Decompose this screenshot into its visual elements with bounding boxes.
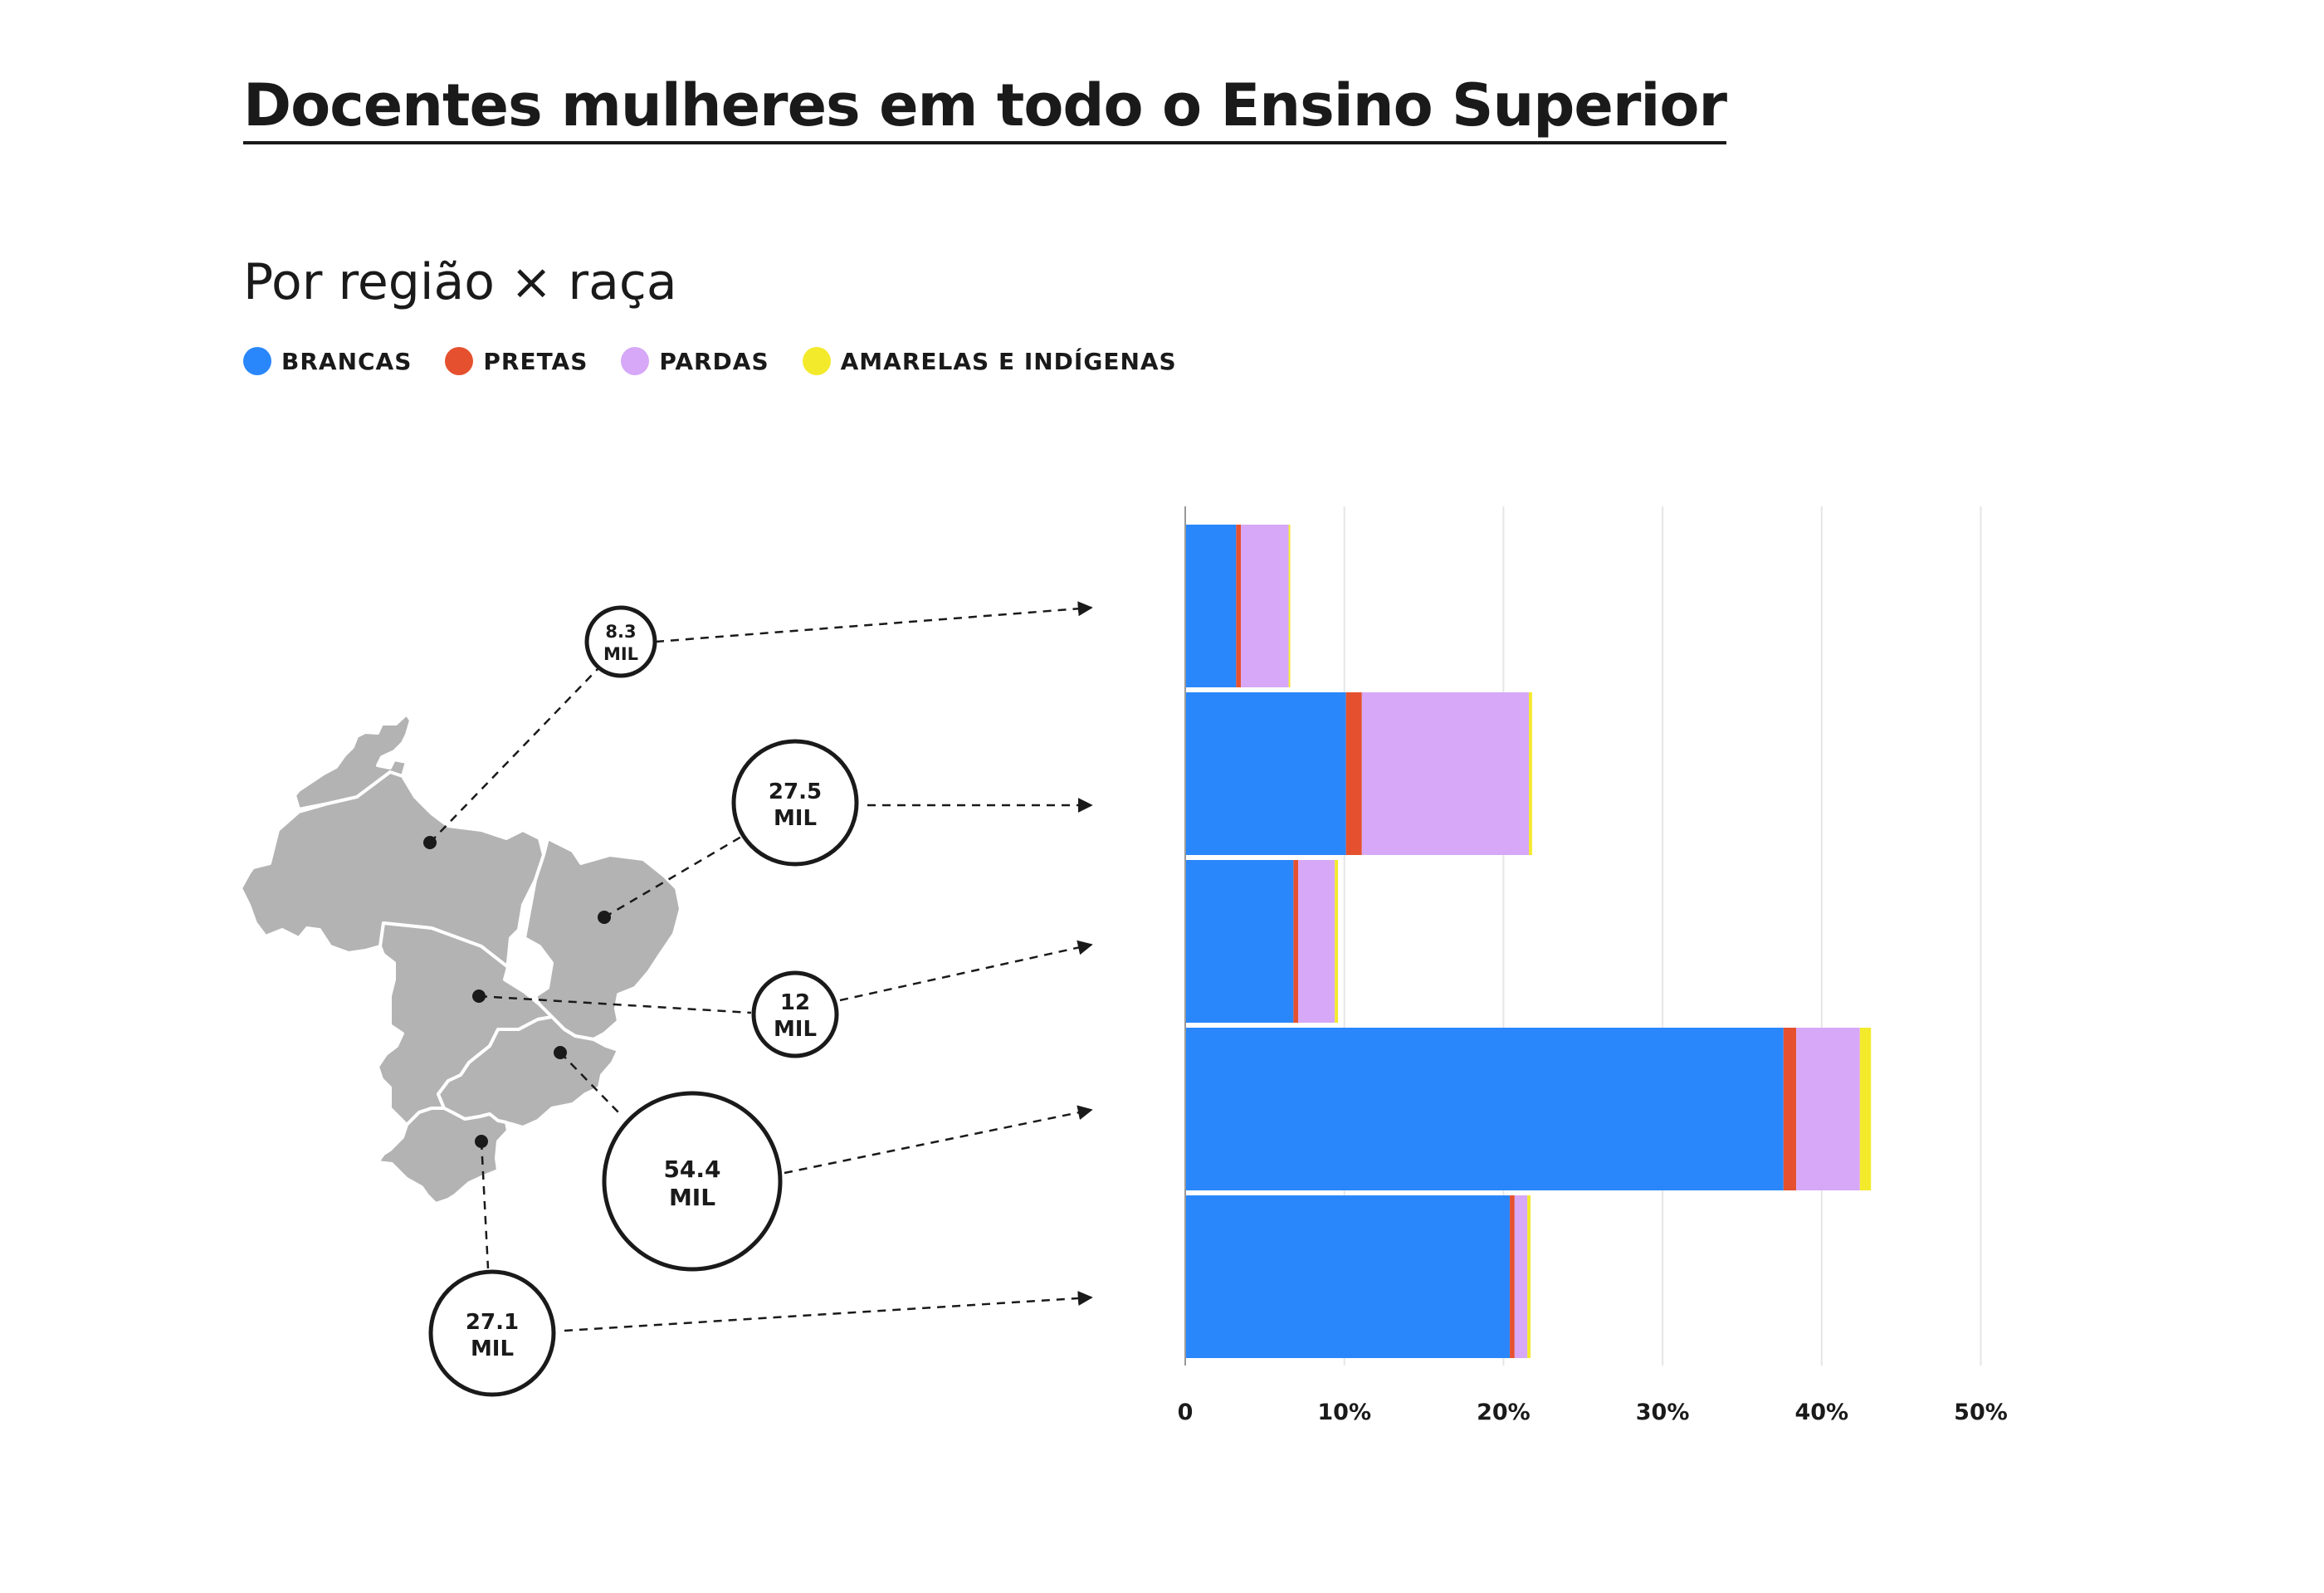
bar-segment-brancas [1185, 1195, 1511, 1358]
legend-swatch-brancas [243, 347, 271, 375]
value-circle-centerwest-unit: MIL [774, 1017, 817, 1042]
bar-segment-pardas [1241, 525, 1289, 687]
connector-north-map [429, 668, 598, 843]
value-circle-north: 8.3 MIL [584, 605, 657, 678]
bar-segment-pretas [1510, 1195, 1515, 1358]
legend-swatch-amarelas-indigenas [802, 347, 831, 375]
value-circle-southeast: 54.4 MIL [602, 1091, 783, 1272]
legend-label-pardas: PARDAS [659, 347, 769, 375]
bar-segment-amarelas-e-indigenas [1529, 692, 1532, 855]
value-circle-north-value: 8.3 [605, 622, 636, 642]
legend-label-amarelas-indigenas: AMARELAS E INDÍGENAS [840, 347, 1177, 375]
bar-segment-brancas [1185, 860, 1294, 1023]
x-tick-label: 40% [1794, 1400, 1848, 1425]
value-circles: 8.3 MIL 27.5 MIL 12 MIL 54.4 MIL 27.1 MI… [428, 605, 859, 1397]
value-circle-south-value: 27.1 [466, 1310, 519, 1335]
legend-label-brancas: BRANCAS [281, 347, 413, 375]
value-circle-northeast: 27.5 MIL [731, 739, 859, 867]
map-region-south [376, 1107, 510, 1205]
legend-item-brancas: BRANCAS [243, 347, 412, 375]
x-axis-ticks: 0 10% 20% 30% 40% 50% [1178, 1400, 2008, 1425]
value-circle-northeast-unit: MIL [774, 806, 817, 831]
bar-segment-pardas [1796, 1028, 1860, 1190]
bar-segment-pretas [1345, 692, 1362, 855]
x-tick-label: 50% [1954, 1400, 2008, 1425]
connector-northeast-map [603, 835, 742, 919]
legend-item-pardas: PARDAS [621, 347, 769, 375]
value-circle-north-ring [584, 605, 657, 678]
connector-north-bar [655, 601, 1093, 643]
bar-segment-pretas [1783, 1028, 1797, 1190]
legend-item-amarelas-indigenas: AMARELAS E INDÍGENAS [802, 347, 1177, 375]
legend-item-pretas: PRETAS [445, 347, 588, 375]
value-circle-southeast-ring [602, 1091, 783, 1272]
connector-centerwest-map [478, 994, 752, 1014]
value-circle-north-unit: MIL [603, 644, 638, 664]
value-circle-south-ring [428, 1269, 556, 1397]
x-tick-label: 30% [1636, 1400, 1690, 1425]
brazil-map [239, 712, 682, 1205]
bar-segment-pretas [1293, 860, 1299, 1023]
value-circle-southeast-value: 54.4 [663, 1156, 720, 1183]
bar-segment-brancas [1185, 525, 1237, 687]
bar-segment-brancas [1185, 1028, 1784, 1190]
map-dot-south [475, 1135, 488, 1148]
bar-segment-pretas [1236, 525, 1242, 687]
value-circle-south: 27.1 MIL [428, 1269, 556, 1397]
legend-swatch-pretas [445, 347, 474, 375]
value-circle-south-unit: MIL [471, 1336, 514, 1361]
map-dot-southeast [554, 1046, 567, 1059]
x-tick-label: 0 [1178, 1400, 1194, 1425]
map-dot-northeast [598, 911, 611, 924]
bars [1185, 525, 1872, 1358]
x-tick-label: 20% [1477, 1400, 1531, 1425]
value-circle-northeast-ring [731, 739, 859, 867]
bar-segment-pardas [1298, 860, 1335, 1023]
bar-segment-amarelas-e-indigenas [1859, 1028, 1872, 1190]
map-region-southeast [437, 1015, 620, 1129]
map-region-northeast [523, 837, 682, 1041]
map-dot-north [423, 836, 437, 849]
map-dots [423, 836, 611, 1148]
value-circle-centerwest-ring [751, 970, 839, 1058]
legend-swatch-pardas [621, 347, 650, 375]
legend: BRANCAS PRETAS PARDAS AMARELAS E INDÍGEN… [243, 347, 1177, 375]
legend-label-pretas: PRETAS [483, 347, 588, 375]
bar-segment-amarelas-e-indigenas [1335, 860, 1339, 1023]
x-tick-label: 10% [1317, 1400, 1371, 1425]
value-circle-centerwest-value: 12 [780, 990, 810, 1015]
value-circle-southeast-unit: MIL [669, 1184, 715, 1211]
connector-south-bar [564, 1291, 1093, 1332]
connector-southeast-bar [784, 1105, 1093, 1175]
connector-lines [429, 601, 1093, 1332]
bar-segment-brancas [1185, 692, 1346, 855]
connector-south-map [480, 1141, 490, 1269]
bar-segment-pardas [1514, 1195, 1528, 1358]
map-dot-centerwest [472, 990, 486, 1003]
chart-title: Docentes mulheres em todo o Ensino Super… [243, 76, 1727, 144]
value-circle-northeast-value: 27.5 [769, 779, 822, 804]
value-circle-centerwest: 12 MIL [751, 970, 839, 1058]
bar-segment-amarelas-e-indigenas [1288, 525, 1291, 687]
bar-segment-pardas [1361, 692, 1530, 855]
chart-subtitle: Por região × raça [243, 253, 677, 311]
connector-centerwest-bar [839, 940, 1093, 1002]
bar-segment-amarelas-e-indigenas [1527, 1195, 1531, 1358]
